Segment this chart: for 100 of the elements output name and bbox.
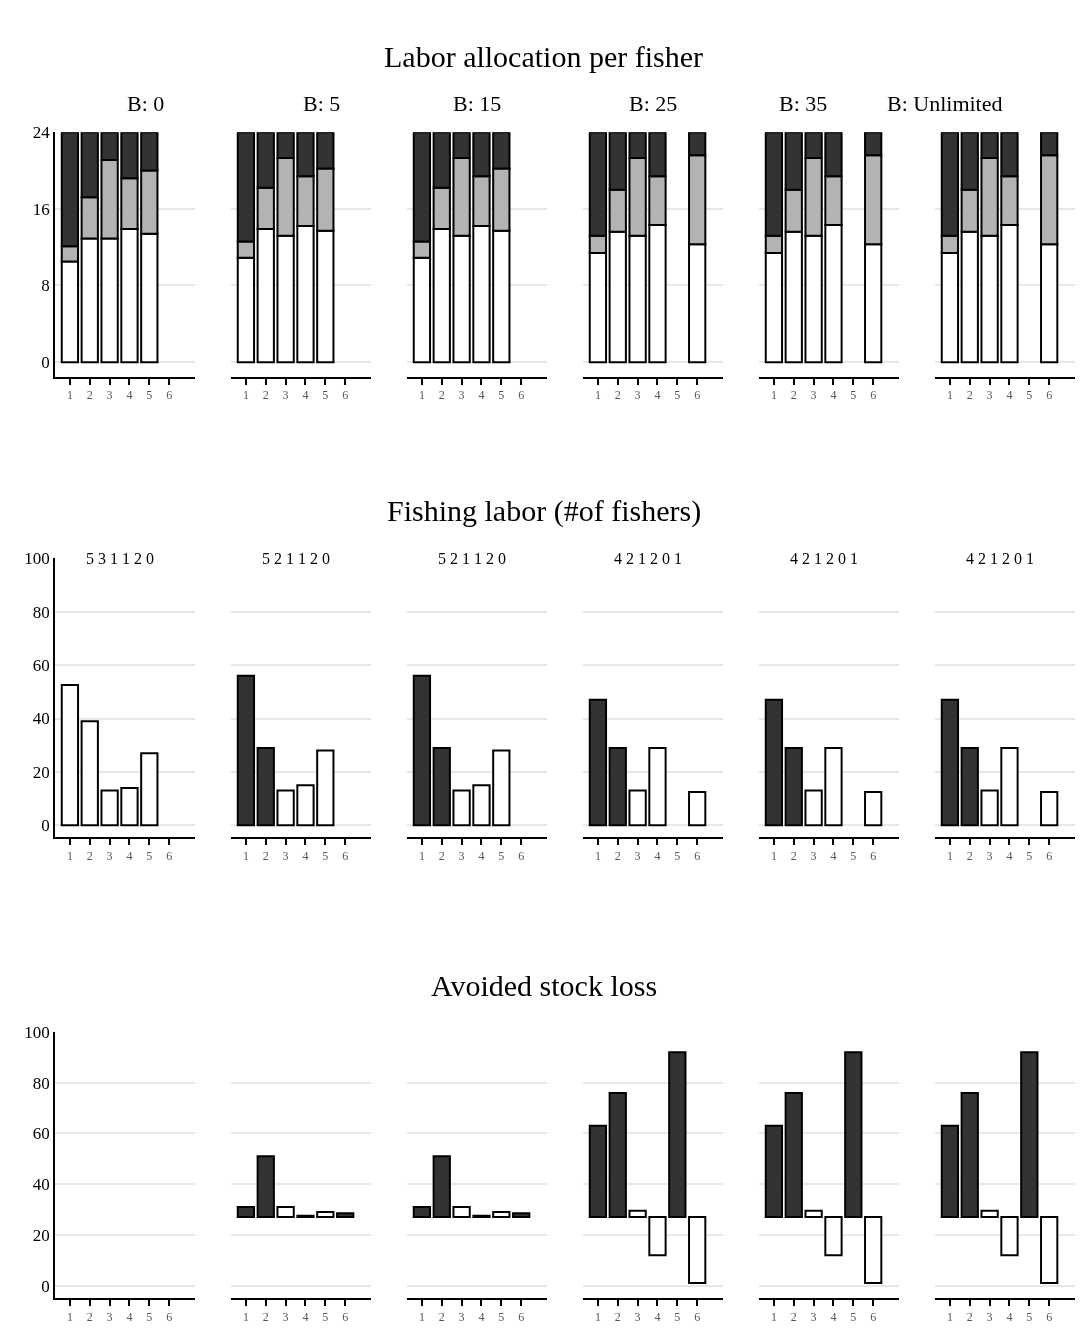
y-tick-label: 80 <box>32 602 50 622</box>
bar <box>60 684 80 827</box>
x-tick-label: 3 <box>810 848 817 863</box>
x-tick-label: 4 <box>1006 387 1013 402</box>
x-tick-label: 2 <box>614 387 621 402</box>
chart-subtitle: 5 3 1 1 2 0 <box>86 550 154 567</box>
x-tick-label: 3 <box>282 1309 289 1324</box>
x-tick-label: 2 <box>966 1309 973 1324</box>
x-tick-label: 1 <box>242 848 249 863</box>
x-tick-label: 6 <box>694 848 701 863</box>
x-tick-label: 2 <box>86 387 93 402</box>
x-tick-label: 4 <box>302 1309 309 1324</box>
x-tick-label: 3 <box>106 848 113 863</box>
x-tick-label: 4 <box>126 387 133 402</box>
x-tick-label: 6 <box>870 1309 877 1324</box>
x-tick-label: 2 <box>86 848 93 863</box>
x-tick-label: 3 <box>986 848 993 863</box>
x-tick-label: 5 <box>674 387 681 402</box>
x-tick-label: 4 <box>302 848 309 863</box>
chart-subtitle: 4 2 1 2 0 1 <box>614 550 682 567</box>
x-tick-label: 6 <box>694 1309 701 1324</box>
bar <box>940 1124 960 1219</box>
x-tick-label: 1 <box>242 1309 249 1324</box>
chart-title: B: 35 <box>779 91 828 116</box>
x-tick-label: 2 <box>790 848 797 863</box>
x-tick-label: 3 <box>106 387 113 402</box>
x-tick-label: 4 <box>126 1309 133 1324</box>
bar <box>512 1212 531 1219</box>
x-tick-label: 6 <box>518 387 525 402</box>
x-tick-label: 5 <box>322 387 329 402</box>
x-tick-label: 5 <box>850 848 857 863</box>
y-tick-label: 0 <box>41 353 50 373</box>
x-tick-label: 6 <box>166 387 173 402</box>
x-tick-label: 2 <box>262 1309 269 1324</box>
x-tick-label: 6 <box>1046 848 1053 863</box>
y-tick-label: 16 <box>32 199 50 219</box>
y-tick-label: 20 <box>32 1225 50 1245</box>
x-tick-label: 4 <box>830 848 837 863</box>
chart-subtitle: 4 2 1 2 0 1 <box>790 550 858 567</box>
y-tick-label: 100 <box>24 549 50 569</box>
x-tick-label: 4 <box>1006 1309 1013 1324</box>
x-tick-label: 3 <box>810 387 817 402</box>
x-tick-label: 3 <box>986 387 993 402</box>
x-tick-label: 4 <box>830 387 837 402</box>
x-tick-label: 5 <box>498 848 505 863</box>
x-tick-label: 1 <box>594 387 601 402</box>
y-tick-label: 24 <box>32 123 51 143</box>
bar <box>336 1212 355 1219</box>
chart-subtitle: 4 2 1 2 0 1 <box>966 550 1034 567</box>
x-tick-label: 3 <box>282 387 289 402</box>
x-tick-label: 1 <box>946 848 953 863</box>
x-tick-label: 2 <box>966 848 973 863</box>
bar <box>588 1124 608 1219</box>
bar <box>688 790 707 827</box>
x-tick-label: 2 <box>438 387 445 402</box>
x-tick-label: 5 <box>850 1309 857 1324</box>
chart-subtitle: 5 2 1 1 2 0 <box>262 550 330 567</box>
x-tick-label: 3 <box>634 1309 641 1324</box>
x-tick-label: 2 <box>790 1309 797 1324</box>
text: Fishing labor (#of fishers) <box>387 494 702 528</box>
x-tick-label: 1 <box>66 387 73 402</box>
x-tick-label: 5 <box>850 387 857 402</box>
y-tick-label: 100 <box>24 1022 50 1042</box>
x-tick-label: 4 <box>302 387 309 402</box>
x-tick-label: 5 <box>1026 387 1033 402</box>
bar <box>236 1205 256 1219</box>
bar <box>236 674 256 827</box>
x-tick-label: 6 <box>166 1309 173 1324</box>
text: Labor allocation per fisher <box>384 40 704 73</box>
y-tick-label: 40 <box>32 709 50 729</box>
x-tick-label: 1 <box>594 1309 601 1324</box>
x-tick-label: 1 <box>594 848 601 863</box>
x-tick-label: 5 <box>322 1309 329 1324</box>
x-tick-label: 5 <box>1026 1309 1033 1324</box>
x-tick-label: 3 <box>458 387 465 402</box>
x-tick-label: 3 <box>986 1309 993 1324</box>
y-tick-label: 8 <box>41 276 50 296</box>
chart-subtitle: 5 2 1 1 2 0 <box>438 550 506 567</box>
x-tick-label: 2 <box>262 387 269 402</box>
x-tick-label: 1 <box>242 387 249 402</box>
x-tick-label: 6 <box>518 848 525 863</box>
x-tick-label: 2 <box>614 1309 621 1324</box>
x-tick-label: 6 <box>518 1309 525 1324</box>
x-tick-label: 4 <box>478 1309 485 1324</box>
chart-title: B: 0 <box>127 91 165 116</box>
x-tick-label: 6 <box>1046 387 1053 402</box>
bar <box>764 698 784 827</box>
x-tick-label: 6 <box>166 848 173 863</box>
y-tick-label: 60 <box>32 1124 50 1144</box>
bar <box>940 698 960 827</box>
x-tick-label: 5 <box>498 1309 505 1324</box>
x-tick-label: 6 <box>870 848 877 863</box>
y-tick-label: 60 <box>32 656 50 676</box>
x-tick-label: 5 <box>146 848 153 863</box>
bar <box>688 1216 707 1285</box>
x-tick-label: 2 <box>614 848 621 863</box>
x-tick-label: 5 <box>146 1309 153 1324</box>
x-tick-label: 3 <box>458 848 465 863</box>
bar <box>864 790 883 827</box>
x-tick-label: 6 <box>342 1309 349 1324</box>
